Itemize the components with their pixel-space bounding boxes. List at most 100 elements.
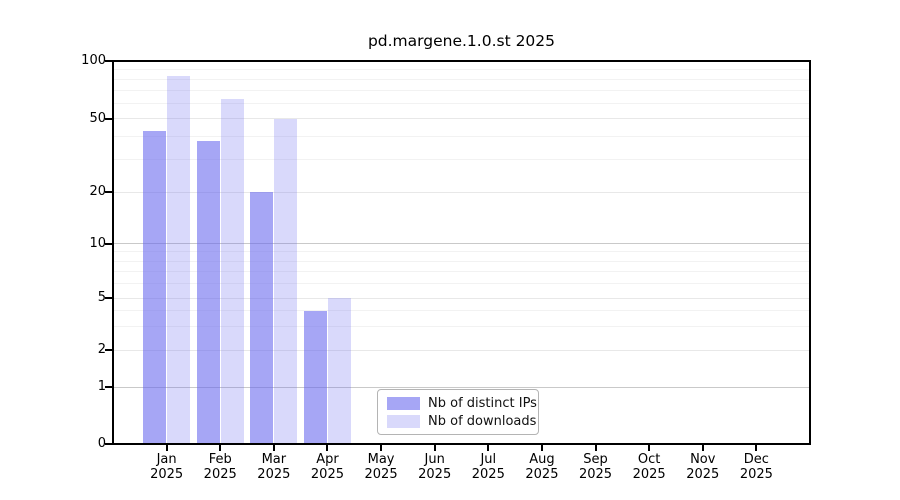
x-tick-year: 2025 bbox=[632, 467, 666, 482]
legend-swatch-distinct-ips bbox=[387, 396, 420, 410]
gridline bbox=[113, 349, 810, 351]
legend-label-distinct-ips: Nb of distinct IPs bbox=[428, 395, 537, 411]
x-tick-month: Mar bbox=[261, 452, 287, 467]
y-tick-label: 50 bbox=[89, 110, 106, 126]
y-tick-label: 20 bbox=[89, 184, 106, 199]
x-tick-mark bbox=[326, 444, 329, 451]
legend-label-downloads: Nb of downloads bbox=[428, 413, 537, 429]
gridline bbox=[113, 158, 810, 160]
x-tick-year: 2025 bbox=[525, 467, 559, 482]
gridline bbox=[113, 118, 810, 119]
gridline bbox=[113, 326, 810, 328]
y-tick-mark bbox=[105, 191, 112, 193]
x-tick-mark bbox=[540, 444, 543, 451]
y-tick-label: 100 bbox=[81, 53, 106, 68]
axis-spine-top bbox=[112, 60, 811, 62]
x-tick-month: Jun bbox=[424, 452, 445, 467]
x-tick-mark bbox=[433, 444, 436, 451]
x-tick-label: Mar 2025 bbox=[247, 452, 301, 482]
x-tick-label: Dec 2025 bbox=[729, 452, 783, 482]
x-tick-mark bbox=[594, 444, 597, 451]
x-tick-year: 2025 bbox=[578, 467, 613, 482]
x-tick-mark bbox=[755, 444, 758, 451]
gridline bbox=[113, 283, 810, 285]
x-tick-month: Oct bbox=[637, 452, 661, 467]
bar-distinct-ips-feb bbox=[196, 140, 220, 443]
x-tick-month: Jul bbox=[480, 452, 497, 467]
y-tick-label: 5 bbox=[97, 290, 106, 305]
gridline bbox=[113, 297, 810, 299]
chart-title: pd.margene.1.0.st 2025 bbox=[367, 32, 556, 50]
gridline bbox=[113, 271, 810, 273]
x-tick-month: Dec bbox=[743, 452, 769, 467]
bar-downloads-apr bbox=[327, 298, 351, 443]
y-tick-label: 0 bbox=[97, 436, 106, 451]
x-tick-year: 2025 bbox=[310, 467, 344, 482]
bar-downloads-mar bbox=[274, 118, 298, 443]
x-tick-month: Nov bbox=[690, 452, 716, 467]
x-tick-mark bbox=[272, 444, 275, 451]
x-tick-label: Jul 2025 bbox=[461, 452, 515, 482]
x-tick-year: 2025 bbox=[739, 467, 773, 482]
x-tick-label: Apr 2025 bbox=[300, 452, 354, 482]
gridline bbox=[113, 69, 810, 71]
y-tick-mark bbox=[105, 60, 112, 62]
x-tick-label: Jan 2025 bbox=[140, 452, 194, 482]
x-tick-label: May 2025 bbox=[354, 452, 408, 482]
x-tick-mark bbox=[648, 444, 651, 451]
x-tick-month: Aug bbox=[529, 452, 555, 467]
legend-swatch-downloads bbox=[387, 414, 420, 428]
y-tick-mark bbox=[105, 386, 112, 388]
x-tick-month: Feb bbox=[208, 452, 232, 467]
x-tick-year: 2025 bbox=[418, 467, 452, 482]
y-tick-label: 2 bbox=[97, 342, 106, 357]
x-tick-year: 2025 bbox=[471, 467, 505, 482]
gridline bbox=[113, 310, 810, 312]
y-tick-mark bbox=[105, 349, 112, 351]
gridline bbox=[113, 191, 810, 193]
legend-row-distinct-ips: Nb of distinct IPs bbox=[387, 396, 538, 411]
gridline bbox=[113, 79, 810, 80]
y-tick-mark bbox=[105, 242, 112, 245]
x-tick-label: Oct 2025 bbox=[622, 452, 676, 482]
x-tick-year: 2025 bbox=[364, 467, 398, 482]
axis-spine-right bbox=[809, 60, 811, 445]
bar-distinct-ips-jan bbox=[143, 130, 167, 443]
x-tick-label: Aug 2025 bbox=[515, 452, 569, 482]
x-tick-mark bbox=[487, 444, 490, 451]
x-tick-mark bbox=[380, 444, 383, 451]
bar-distinct-ips-mar bbox=[250, 192, 274, 443]
x-tick-month: Sep bbox=[583, 452, 608, 467]
bar-downloads-feb bbox=[220, 99, 244, 443]
gridline bbox=[113, 243, 810, 244]
gridline bbox=[113, 90, 810, 92]
x-tick-year: 2025 bbox=[203, 467, 237, 482]
x-tick-label: Jun 2025 bbox=[408, 452, 462, 482]
x-tick-year: 2025 bbox=[150, 467, 184, 482]
x-tick-label: Nov 2025 bbox=[676, 452, 730, 482]
gridline bbox=[113, 260, 810, 262]
y-tick-mark bbox=[105, 443, 112, 445]
axis-spine-bottom bbox=[112, 443, 811, 445]
x-tick-mark bbox=[165, 444, 168, 451]
x-tick-mark bbox=[219, 444, 222, 451]
y-tick-mark bbox=[105, 297, 112, 299]
gridline bbox=[113, 135, 810, 137]
y-tick-mark bbox=[105, 117, 112, 120]
legend-row-downloads: Nb of downloads bbox=[387, 414, 538, 429]
x-tick-label: Feb 2025 bbox=[193, 452, 247, 482]
gridline bbox=[113, 251, 810, 253]
y-tick-label: 1 bbox=[97, 379, 106, 394]
gridline bbox=[113, 386, 810, 388]
axis-spine-left bbox=[112, 60, 114, 445]
bar-downloads-jan bbox=[167, 76, 191, 443]
y-tick-label: 10 bbox=[89, 235, 106, 251]
legend: Nb of distinct IPs Nb of downloads bbox=[377, 389, 539, 435]
x-tick-year: 2025 bbox=[257, 467, 291, 482]
x-tick-label: Sep 2025 bbox=[569, 452, 623, 482]
gridline bbox=[113, 102, 810, 104]
x-tick-year: 2025 bbox=[686, 467, 720, 482]
bar-distinct-ips-apr bbox=[303, 310, 327, 443]
x-tick-month: May bbox=[367, 452, 395, 467]
